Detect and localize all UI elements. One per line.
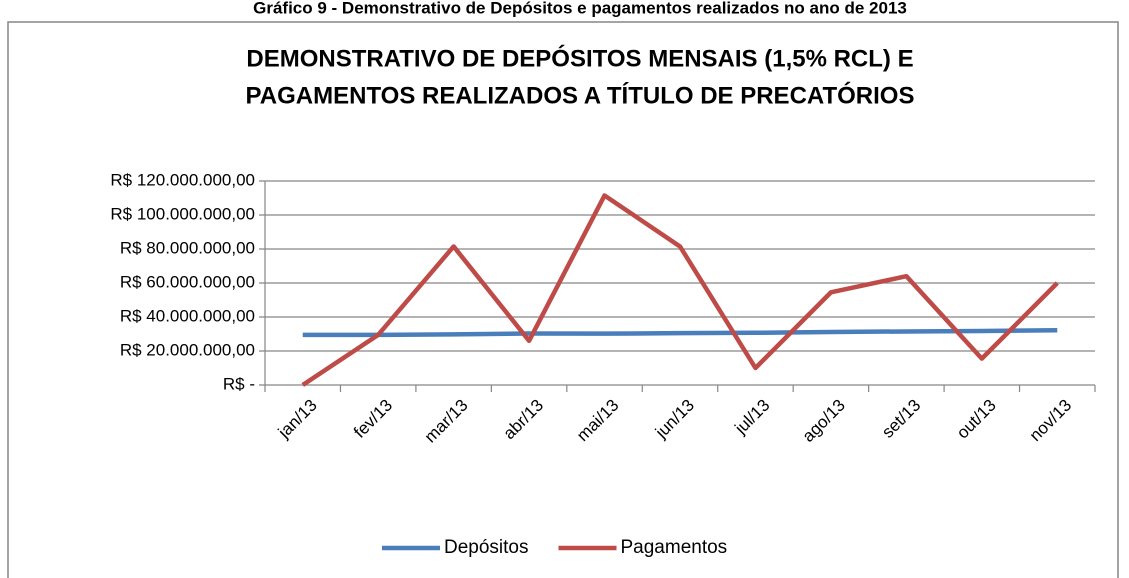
- series-line: [301, 193, 1059, 387]
- chart-title: PAGAMENTOS REALIZADOS A TÍTULO DE PRECAT…: [246, 81, 915, 109]
- y-tick-label: R$ 40.000.000,00: [120, 306, 255, 325]
- y-tick-label: R$ 100.000.000,00: [110, 204, 255, 223]
- y-tick-label: R$ 20.000.000,00: [120, 340, 255, 359]
- y-tick-label: R$ -: [223, 374, 255, 393]
- chart-border: [7, 21, 1119, 578]
- y-tick-label: R$ 80.000.000,00: [120, 238, 255, 257]
- legend-label: Pagamentos: [621, 537, 728, 558]
- y-tick-label: R$ 120.000.000,00: [110, 170, 255, 189]
- series-line: [302, 328, 1058, 338]
- legend-label: Depósitos: [444, 537, 529, 558]
- chart-title: DEMONSTRATIVO DE DEPÓSITOS MENSAIS (1,5%…: [246, 44, 913, 72]
- y-tick-label: R$ 60.000.000,00: [120, 272, 255, 291]
- caption: Gráfico 9 - Demonstrativo de Depósitos e…: [253, 0, 907, 17]
